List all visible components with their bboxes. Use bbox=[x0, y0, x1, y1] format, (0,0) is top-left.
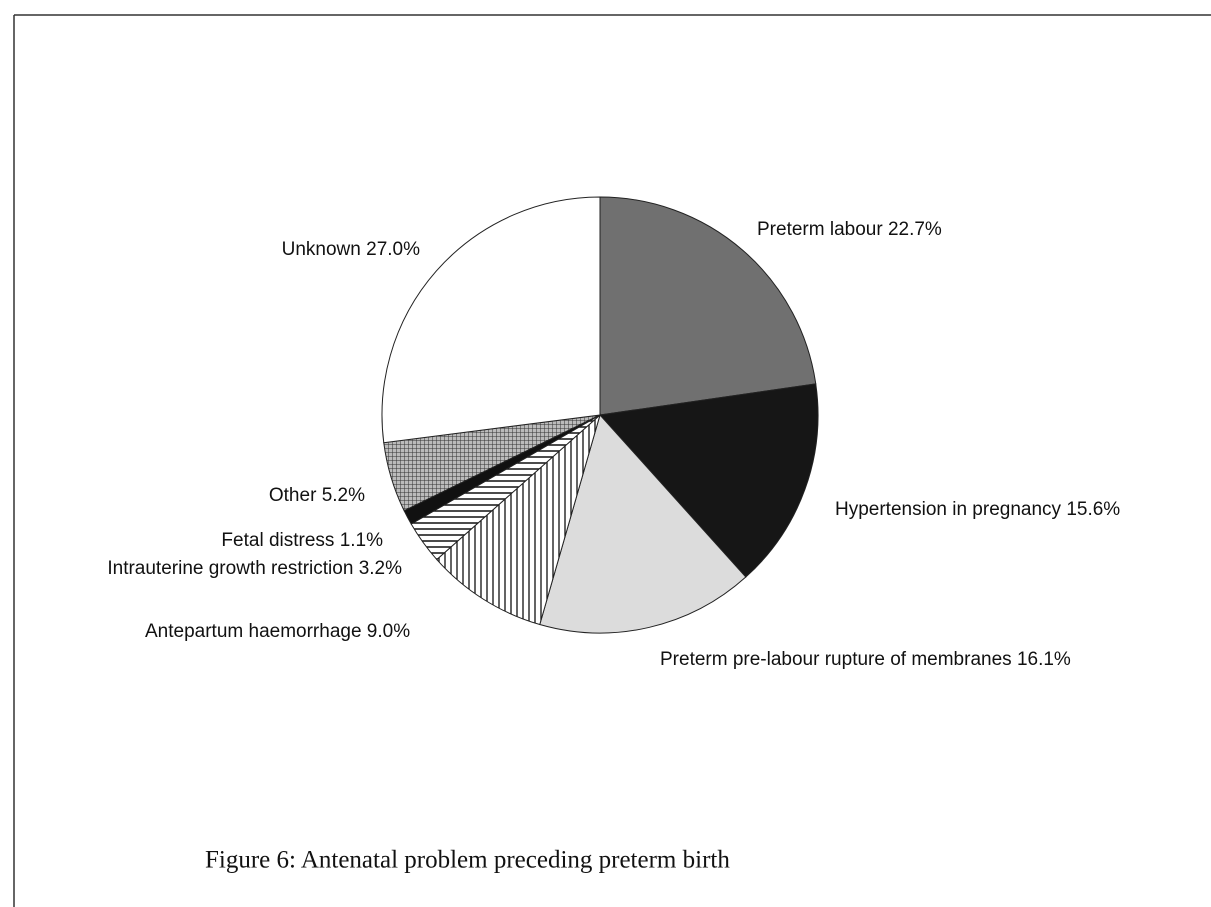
slice-label: Antepartum haemorrhage 9.0% bbox=[145, 621, 410, 642]
slice-name: Fetal distress bbox=[221, 530, 334, 551]
slice-name: Preterm labour bbox=[757, 219, 883, 240]
slice-label: Fetal distress 1.1% bbox=[221, 530, 383, 551]
slice-name: Antepartum haemorrhage bbox=[145, 621, 362, 642]
pie-slice bbox=[436, 413, 601, 626]
slice-value: 9.0% bbox=[367, 621, 410, 642]
slice-name: Preterm pre-labour rupture of membranes bbox=[660, 649, 1012, 670]
slice-name: Other bbox=[269, 485, 317, 506]
pie-slice bbox=[599, 196, 817, 416]
slice-name: Unknown bbox=[282, 239, 361, 260]
pie-slice bbox=[539, 413, 747, 634]
slice-value: 15.6% bbox=[1066, 499, 1120, 520]
slice-label: Preterm pre-labour rupture of membranes … bbox=[660, 649, 1071, 670]
slice-label: Other 5.2% bbox=[269, 485, 365, 506]
slice-label: Unknown 27.0% bbox=[282, 239, 420, 260]
slice-label: Intrauterine growth restriction 3.2% bbox=[107, 558, 402, 579]
slice-value: 3.2% bbox=[359, 558, 402, 579]
caption: Figure 6: Antenatal problem preceding pr… bbox=[205, 847, 730, 874]
pie-slice bbox=[599, 383, 819, 578]
slice-value: 22.7% bbox=[888, 219, 942, 240]
slice-value: 5.2% bbox=[322, 485, 365, 506]
slice-label: Preterm labour 22.7% bbox=[757, 219, 942, 240]
slice-value: 27.0% bbox=[366, 239, 420, 260]
slice-value: 16.1% bbox=[1017, 649, 1071, 670]
slice-name: Hypertension in pregnancy bbox=[835, 499, 1062, 520]
slice-name: Intrauterine growth restriction bbox=[107, 558, 353, 579]
slice-value: 1.1% bbox=[340, 530, 383, 551]
slice-label: Hypertension in pregnancy 15.6% bbox=[835, 499, 1120, 520]
pie-slice bbox=[381, 196, 601, 444]
